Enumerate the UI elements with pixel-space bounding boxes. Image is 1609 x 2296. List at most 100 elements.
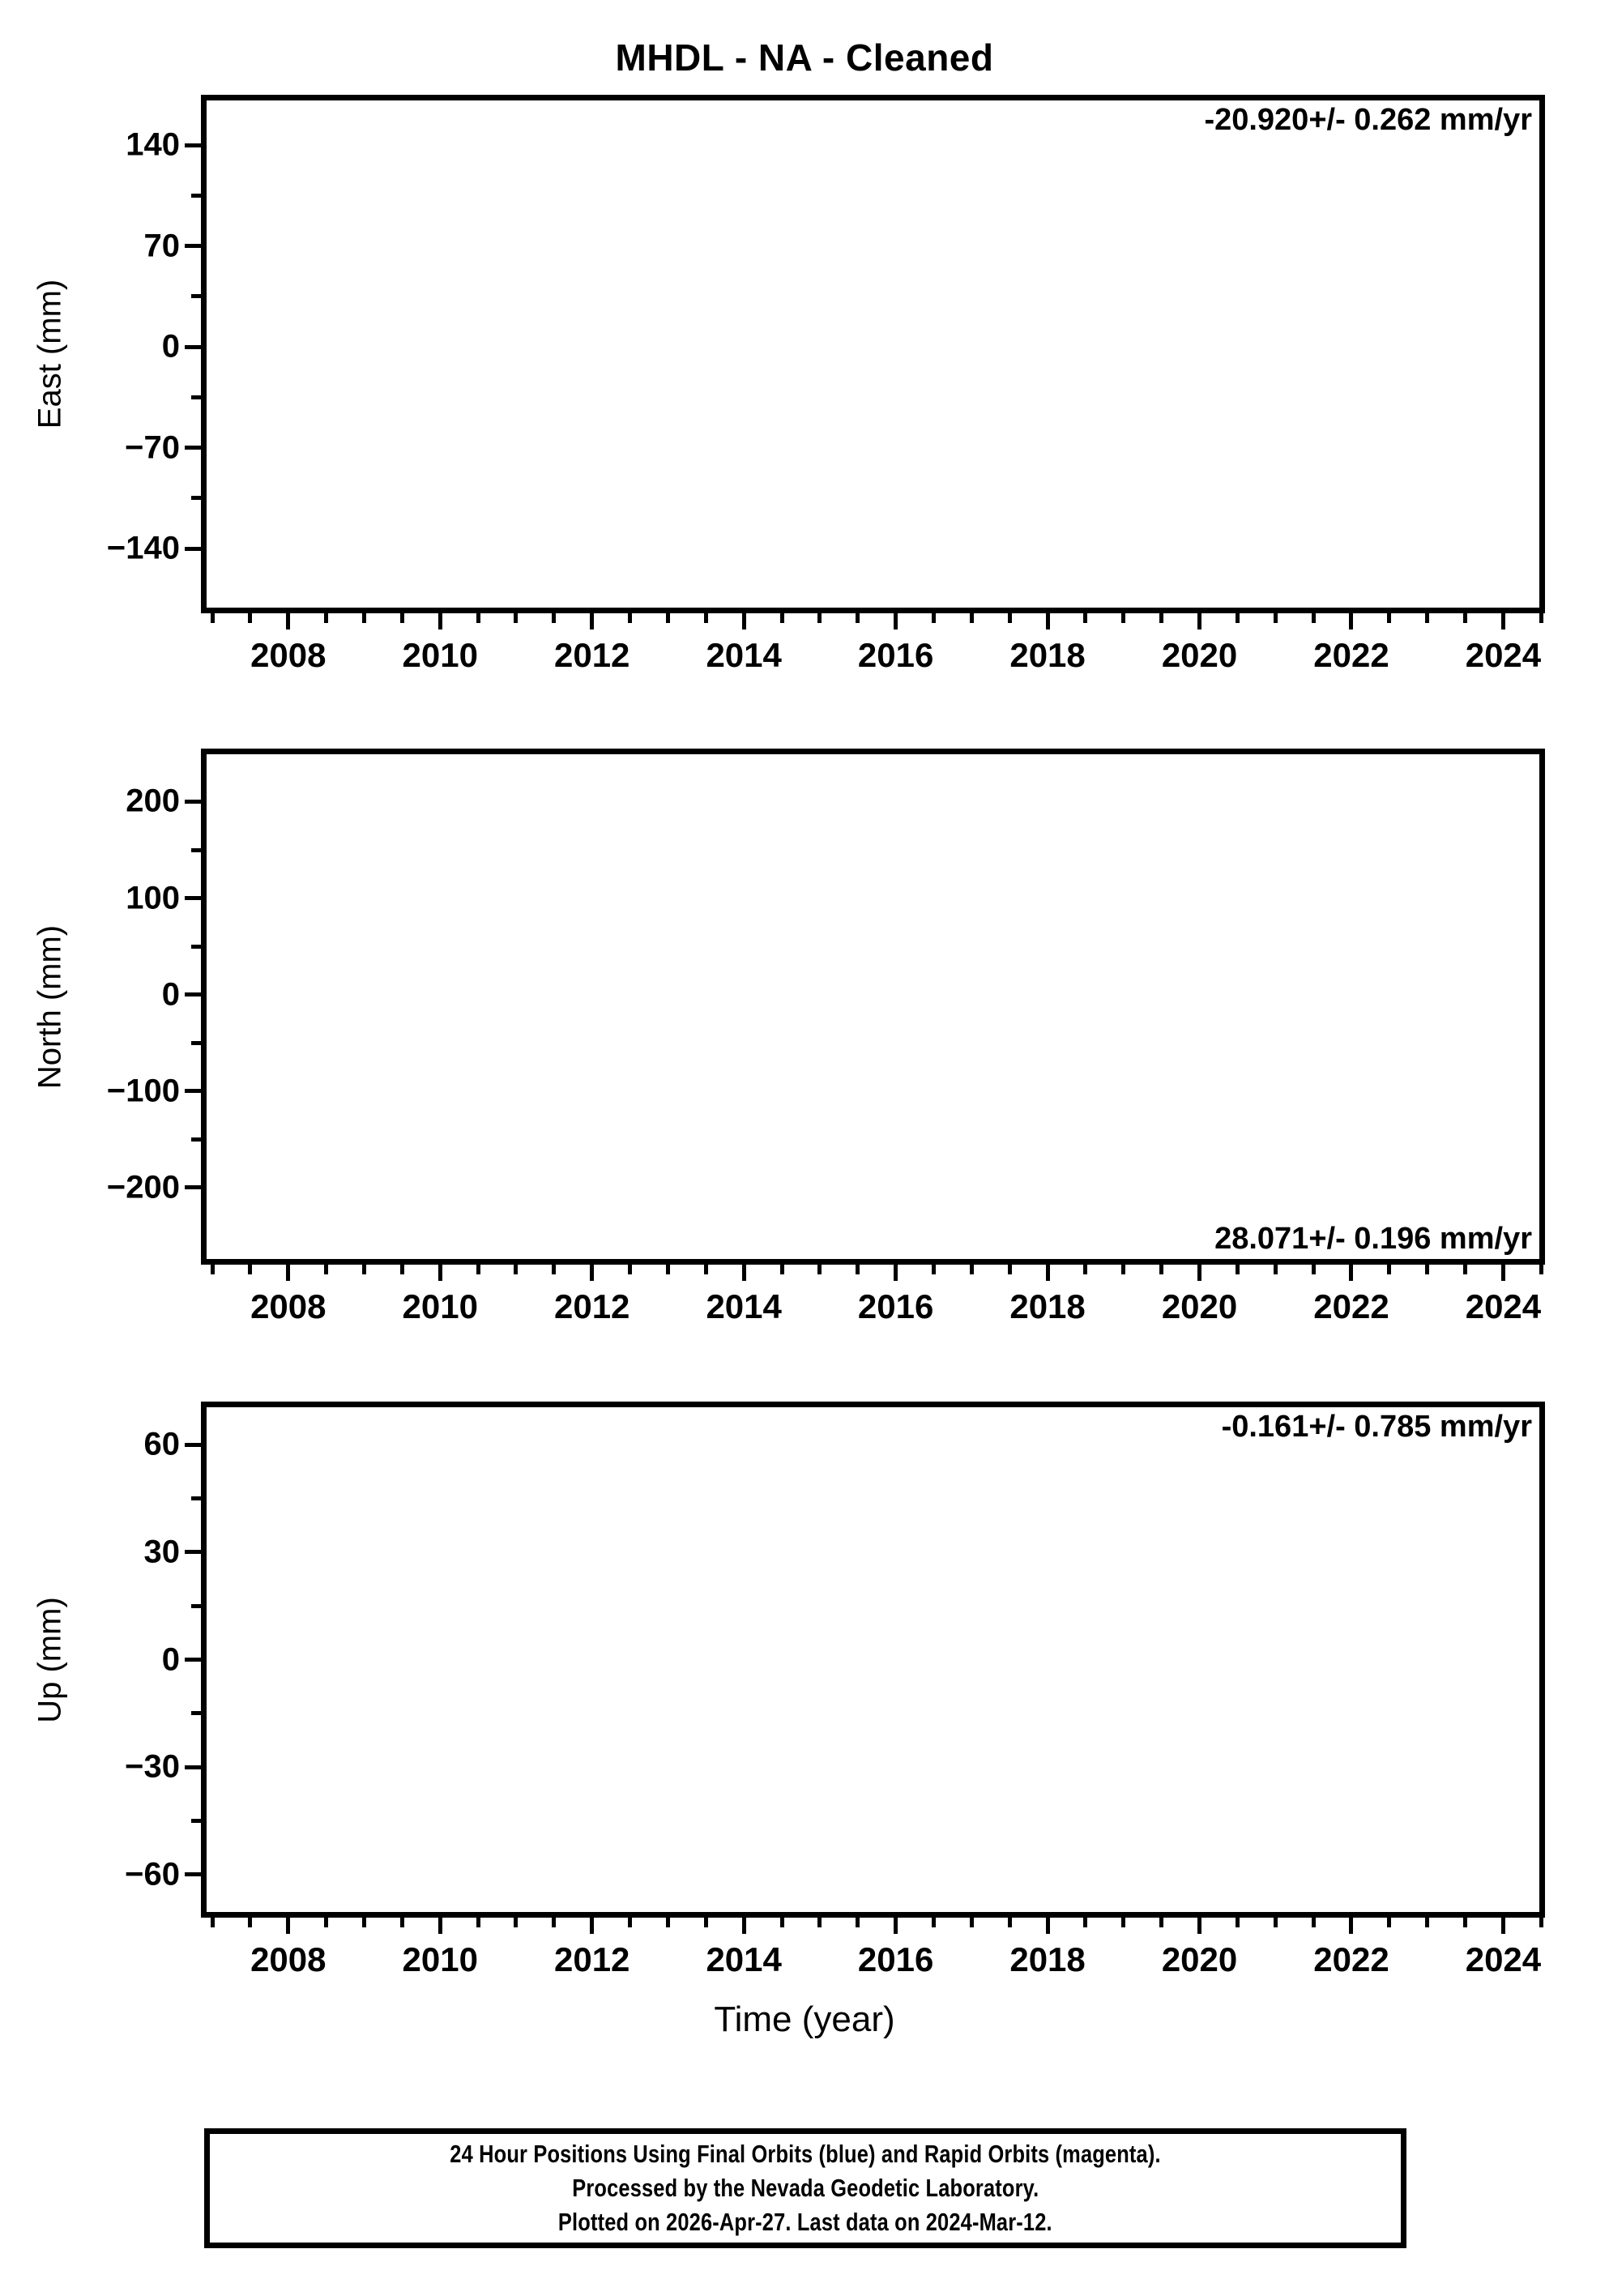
x-tick-mark bbox=[1349, 613, 1354, 629]
x-tick-label: 2014 bbox=[706, 1287, 782, 1325]
x-tick-mark bbox=[1045, 1918, 1050, 1934]
x-minor-tick bbox=[665, 1918, 670, 1927]
x-minor-tick bbox=[476, 1265, 480, 1274]
y-tick-label: 30 bbox=[143, 1534, 181, 1570]
y-tick-mark bbox=[185, 1765, 201, 1769]
x-minor-tick bbox=[1425, 1918, 1430, 1927]
x-tick-label: 2024 bbox=[1465, 1287, 1542, 1325]
x-minor-tick bbox=[399, 613, 404, 623]
panel-east-rate: -20.920+/- 0.262 mm/yr bbox=[1204, 103, 1532, 137]
x-tick-mark bbox=[286, 613, 291, 629]
x-tick-mark bbox=[894, 1918, 898, 1934]
x-minor-tick bbox=[1083, 1918, 1088, 1927]
x-tick-mark bbox=[590, 1918, 595, 1934]
x-minor-tick bbox=[248, 613, 253, 623]
y-tick-label: 0 bbox=[161, 328, 180, 365]
x-tick-label: 2024 bbox=[1465, 636, 1542, 674]
footer-line-1: 24 Hour Positions Using Final Orbits (bl… bbox=[450, 2140, 1161, 2168]
x-minor-tick bbox=[817, 1265, 822, 1274]
x-tick-label: 2008 bbox=[250, 636, 326, 674]
x-minor-tick bbox=[931, 1918, 936, 1927]
y-minor-tick bbox=[191, 1711, 201, 1716]
y-tick-mark bbox=[185, 1442, 201, 1447]
x-tick-label: 2022 bbox=[1313, 636, 1389, 674]
x-minor-tick bbox=[1387, 613, 1392, 623]
x-minor-tick bbox=[476, 613, 480, 623]
y-tick-mark bbox=[185, 1089, 201, 1094]
x-minor-tick bbox=[856, 613, 860, 623]
x-minor-tick bbox=[1425, 1265, 1430, 1274]
x-tick-mark bbox=[1045, 1265, 1050, 1281]
y-tick-mark bbox=[185, 546, 201, 551]
x-minor-tick bbox=[1121, 1265, 1126, 1274]
x-tick-mark bbox=[1500, 1918, 1505, 1934]
x-minor-tick bbox=[703, 1918, 708, 1927]
x-minor-tick bbox=[1539, 613, 1543, 623]
x-minor-tick bbox=[817, 613, 822, 623]
x-tick-mark bbox=[437, 613, 442, 629]
panel-east: 140 70 0 −70 −140 2008 2010 2012 2014 2016 2018 202… bbox=[32, 95, 1545, 674]
y-tick-mark bbox=[185, 244, 201, 249]
x-minor-tick bbox=[362, 1918, 367, 1927]
x-tick-label: 2016 bbox=[857, 1940, 934, 1978]
x-minor-tick bbox=[324, 613, 329, 623]
y-tick-label: 200 bbox=[126, 783, 180, 819]
y-minor-tick bbox=[191, 193, 201, 198]
y-tick-mark bbox=[185, 344, 201, 349]
y-tick-mark bbox=[185, 896, 201, 901]
x-minor-tick bbox=[248, 1918, 253, 1927]
y-tick-label: 0 bbox=[161, 976, 180, 1013]
x-tick-mark bbox=[286, 1265, 291, 1281]
y-tick-label: −60 bbox=[125, 1856, 180, 1893]
x-tick-mark bbox=[437, 1265, 442, 1281]
x-minor-tick bbox=[703, 613, 708, 623]
x-tick-label: 2012 bbox=[553, 1287, 630, 1325]
x-axis-label: Time (year) bbox=[714, 1999, 895, 2039]
y-minor-tick bbox=[191, 847, 201, 852]
x-tick-label: 2024 bbox=[1465, 1940, 1542, 1978]
x-minor-tick bbox=[1463, 1265, 1468, 1274]
x-minor-tick bbox=[969, 1918, 974, 1927]
y-minor-tick bbox=[191, 496, 201, 501]
x-tick-mark bbox=[1197, 1265, 1202, 1281]
x-minor-tick bbox=[1159, 1265, 1164, 1274]
x-minor-tick bbox=[1235, 1918, 1240, 1927]
x-minor-tick bbox=[1273, 613, 1278, 623]
x-minor-tick bbox=[514, 1265, 519, 1274]
x-tick-label: 2010 bbox=[402, 636, 478, 674]
x-minor-tick bbox=[969, 613, 974, 623]
y-minor-tick bbox=[191, 1603, 201, 1608]
x-minor-tick bbox=[1311, 613, 1316, 623]
x-minor-tick bbox=[210, 1265, 215, 1274]
x-tick-mark bbox=[741, 613, 746, 629]
x-minor-tick bbox=[1083, 1265, 1088, 1274]
x-tick-label: 2020 bbox=[1161, 636, 1238, 674]
y-minor-tick bbox=[191, 1137, 201, 1142]
y-tick-label: 0 bbox=[161, 1641, 180, 1677]
x-tick-mark bbox=[1349, 1265, 1354, 1281]
x-minor-tick bbox=[779, 1265, 784, 1274]
x-minor-tick bbox=[552, 613, 557, 623]
y-tick-mark bbox=[185, 143, 201, 147]
y-tick-label: −30 bbox=[125, 1748, 180, 1785]
panel-north-ylabel: North (mm) bbox=[32, 924, 68, 1089]
x-minor-tick bbox=[665, 1265, 670, 1274]
x-tick-label: 2018 bbox=[1009, 1287, 1086, 1325]
x-minor-tick bbox=[476, 1918, 480, 1927]
panel-up-rate: -0.161+/- 0.785 mm/yr bbox=[1221, 1410, 1532, 1444]
x-tick-label: 2008 bbox=[250, 1287, 326, 1325]
x-minor-tick bbox=[628, 1918, 633, 1927]
y-tick-label: 60 bbox=[143, 1426, 181, 1462]
panel-east-ylabel: East (mm) bbox=[32, 279, 68, 429]
x-tick-mark bbox=[286, 1918, 291, 1934]
panel-up-frame bbox=[201, 1402, 1545, 1918]
x-minor-tick bbox=[399, 1918, 404, 1927]
x-minor-tick bbox=[1273, 1265, 1278, 1274]
x-minor-tick bbox=[817, 1918, 822, 1927]
x-minor-tick bbox=[1083, 613, 1088, 623]
y-minor-tick bbox=[191, 1496, 201, 1500]
x-minor-tick bbox=[1273, 1918, 1278, 1927]
x-tick-mark bbox=[437, 1918, 442, 1934]
x-tick-label: 2008 bbox=[250, 1940, 326, 1978]
